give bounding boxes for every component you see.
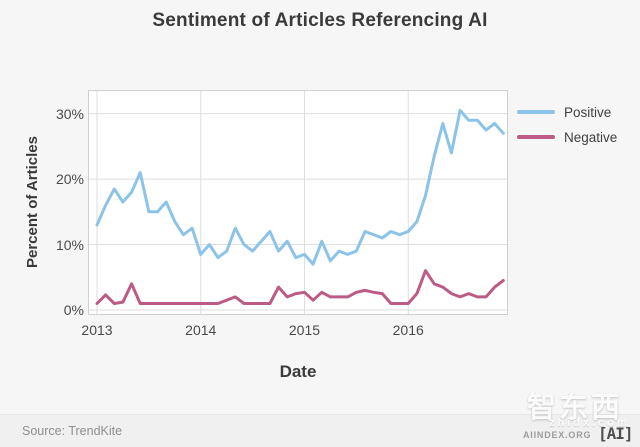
legend-item-positive: Positive xyxy=(517,102,617,122)
y-tick-label-30%: 30% xyxy=(55,105,84,122)
source-text: Source: TrendKite xyxy=(22,424,123,438)
y-tick-label-10%: 10% xyxy=(55,236,84,253)
y-tick-label-20%: 20% xyxy=(55,171,84,188)
x-tick-label-2016: 2016 xyxy=(392,322,424,338)
x-tick-label-2015: 2015 xyxy=(288,322,321,338)
chart-plot-area xyxy=(88,90,508,315)
x-tick-label-2014: 2014 xyxy=(185,322,217,338)
aiindex-org-text: AIINDEX.ORG xyxy=(523,430,592,440)
legend-swatch-positive-icon xyxy=(517,110,555,114)
chart-title: Sentiment of Articles Referencing AI xyxy=(152,10,488,31)
plot-border xyxy=(88,90,508,315)
legend-label-negative: Negative xyxy=(564,129,618,145)
watermark-site-text: zhidx.com xyxy=(549,417,630,429)
y-axis-title: Percent of Articles xyxy=(24,136,41,268)
legend-label-positive: Positive xyxy=(564,104,612,120)
footer-strip xyxy=(0,414,640,447)
x-tick-label-2013: 2013 xyxy=(81,322,113,338)
series-line-negative xyxy=(95,269,505,305)
y-tick-label-0%: 0% xyxy=(63,302,84,318)
x-axis-title: Date xyxy=(279,362,317,381)
legend-item-negative: Negative xyxy=(517,127,617,147)
ai-index-logo-icon: [AI] xyxy=(598,424,634,443)
series-line-positive xyxy=(95,108,505,266)
legend-swatch-negative-icon xyxy=(517,135,555,139)
legend: Positive Negative xyxy=(517,102,617,152)
plot-wrap xyxy=(88,90,508,315)
watermark-zhidongxi-logo: 智东西 xyxy=(527,390,624,424)
